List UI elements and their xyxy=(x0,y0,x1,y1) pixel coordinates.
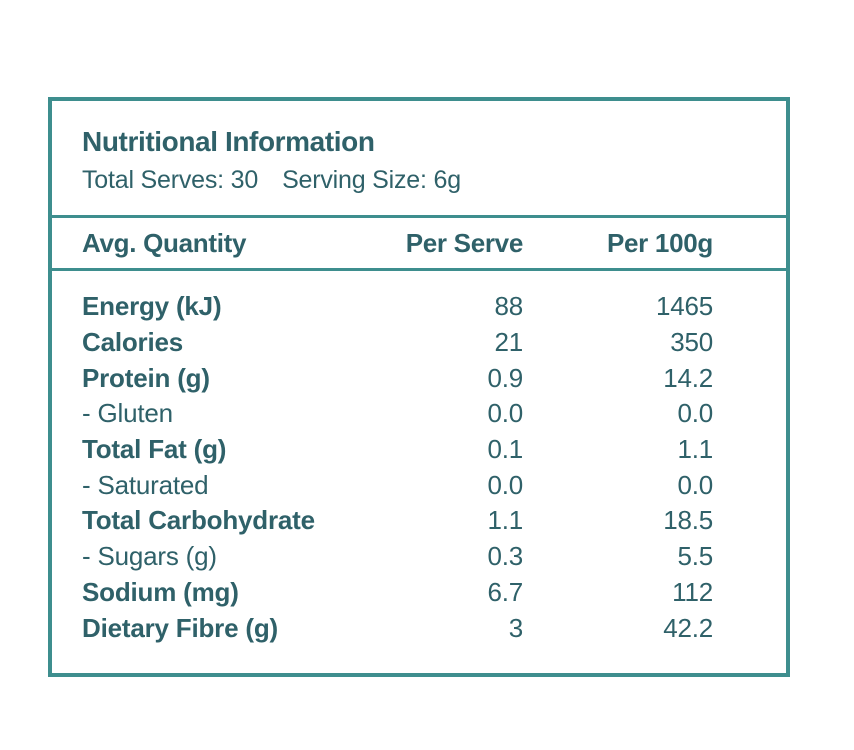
row-label: Dietary Fibre (g) xyxy=(82,612,278,643)
row-per-100g-value: 14.2 xyxy=(663,362,713,393)
column-header-per-100g: Per 100g xyxy=(606,227,713,258)
table-row: - Gluten 0.0 0.0 xyxy=(52,396,786,432)
row-per-100g-value: 0.0 xyxy=(677,398,713,429)
row-per-100g-value: 42.2 xyxy=(663,612,713,643)
row-per-serve-value: 0.1 xyxy=(487,434,523,465)
row-label: Protein (g) xyxy=(82,362,210,393)
table-row: Energy (kJ) 88 1465 xyxy=(52,289,786,325)
row-label: Energy (kJ) xyxy=(82,291,222,322)
total-serves-text: Total Serves: 30 xyxy=(82,165,259,194)
table-row: Total Fat (g) 0.1 1.1 xyxy=(52,432,786,468)
serving-size-text: Serving Size: 6g xyxy=(282,165,461,194)
row-per-serve-value: 6.7 xyxy=(487,576,523,607)
row-per-100g-value: 5.5 xyxy=(677,541,713,572)
row-per-serve-value: 0.3 xyxy=(487,541,523,572)
panel-subtitle: Total Serves: 30 Serving Size: 6g xyxy=(82,166,713,195)
row-per-serve-value: 88 xyxy=(494,291,523,322)
row-label: Calories xyxy=(82,327,184,358)
row-per-serve-value: 1.1 xyxy=(487,505,523,536)
panel-title: Nutritional Information xyxy=(82,126,375,157)
row-label: - Sugars (g) xyxy=(82,541,217,572)
table-row: - Saturated 0.0 0.0 xyxy=(52,467,786,503)
row-per-100g-value: 18.5 xyxy=(663,505,713,536)
row-per-serve-value: 3 xyxy=(508,612,523,643)
row-per-serve-value: 0.0 xyxy=(487,469,523,500)
row-per-serve-value: 0.0 xyxy=(487,398,523,429)
row-per-100g-value: 1.1 xyxy=(677,434,713,465)
row-label: Total Fat (g) xyxy=(82,434,227,465)
nutrition-panel: Nutritional Information Total Serves: 30… xyxy=(48,97,790,677)
row-per-100g-value: 112 xyxy=(672,576,713,607)
table-body: Energy (kJ) 88 1465 Calories 21 350 Prot… xyxy=(52,271,786,673)
column-header-avg-quantity: Avg. Quantity xyxy=(82,227,247,258)
table-row: Total Carbohydrate 1.1 18.5 xyxy=(52,503,786,539)
table-row: Dietary Fibre (g) 3 42.2 xyxy=(52,610,786,646)
table-row: - Sugars (g) 0.3 5.5 xyxy=(52,539,786,575)
row-per-serve-value: 21 xyxy=(494,327,523,358)
row-per-100g-value: 1465 xyxy=(655,291,713,322)
column-header-row: Avg. Quantity Per Serve Per 100g xyxy=(52,218,786,268)
header-divider xyxy=(52,215,786,218)
row-label: - Gluten xyxy=(82,398,173,429)
row-label: Total Carbohydrate xyxy=(82,505,315,536)
row-per-serve-value: 0.9 xyxy=(487,362,523,393)
column-header-per-serve: Per Serve xyxy=(405,227,524,258)
row-label: Sodium (mg) xyxy=(82,576,239,607)
row-per-100g-value: 350 xyxy=(670,327,713,358)
panel-header: Nutritional Information Total Serves: 30… xyxy=(52,101,786,215)
table-row: Sodium (mg) 6.7 112 xyxy=(52,575,786,611)
table-row: Protein (g) 0.9 14.2 xyxy=(52,360,786,396)
columns-divider xyxy=(52,268,786,271)
row-per-100g-value: 0.0 xyxy=(677,469,713,500)
table-row: Calories 21 350 xyxy=(52,325,786,361)
row-label: - Saturated xyxy=(82,469,209,500)
